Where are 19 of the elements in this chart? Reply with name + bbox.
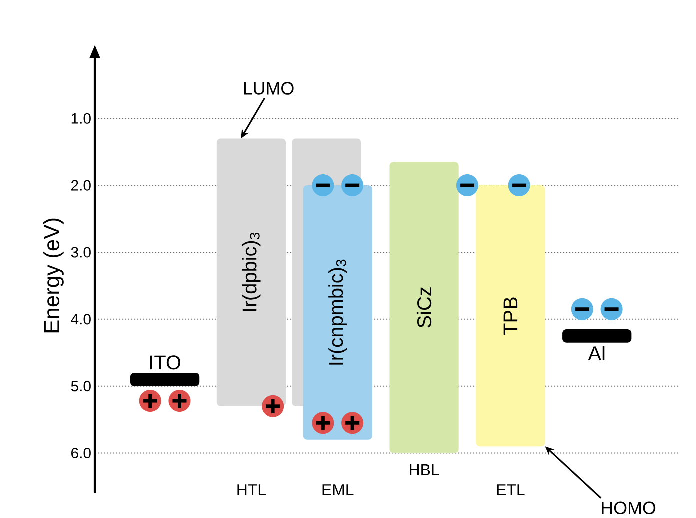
- y-axis-title: Energy (eV): [43, 218, 64, 333]
- y-tick-label: 1.0: [72, 113, 91, 124]
- y-tick-label: 4.0: [71, 314, 91, 325]
- x-tick-label: ITO: [150, 356, 181, 370]
- x-tick-label: SiCz: [416, 288, 432, 328]
- x-tick-label: TPB: [504, 298, 518, 336]
- y-tick-label: 5.0: [71, 381, 91, 392]
- x-tick-label: Ir(dpbic)$_{3}$: [242, 233, 261, 312]
- annotation: HBL: [410, 464, 440, 476]
- x-tick-label: Al: [588, 346, 605, 361]
- annotation: ETL: [497, 484, 525, 496]
- text: HOMO: [602, 502, 656, 515]
- y-tick-label: 6.0: [72, 448, 91, 459]
- x-tick-label: Ir(cnpmbic)$_{3}$: [328, 260, 348, 365]
- annotation: LUMO: [244, 82, 294, 95]
- annotation: EML: [322, 484, 354, 496]
- annotation: HTL: [238, 484, 266, 496]
- y-tick-label: 3.0: [71, 247, 91, 258]
- y-tick-label: 2.0: [72, 180, 91, 191]
